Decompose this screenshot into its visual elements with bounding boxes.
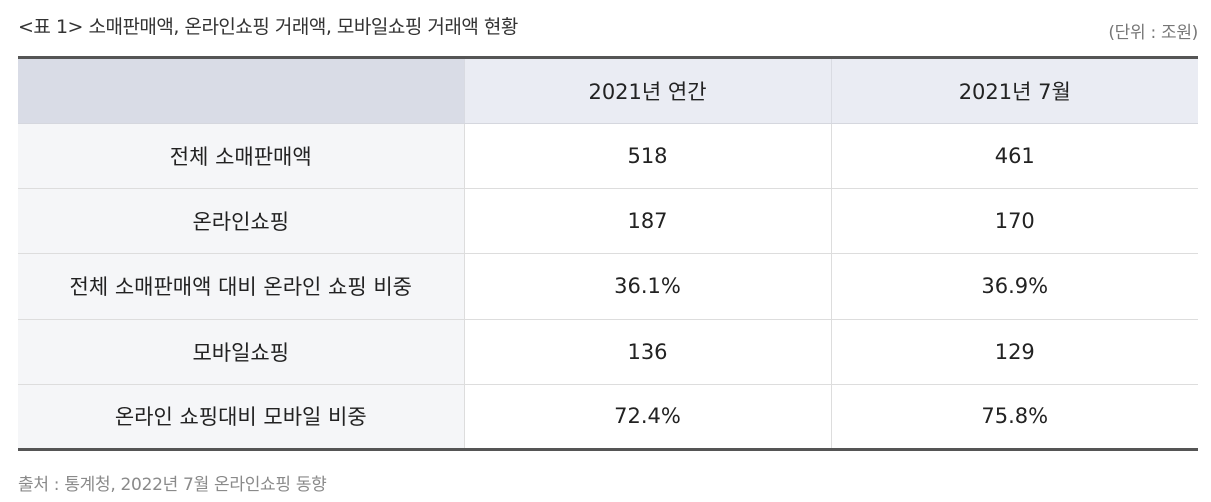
- cell-value: 461: [830, 123, 1198, 190]
- row-label: 전체 소매판매액: [18, 123, 464, 190]
- cell-value: 187: [463, 188, 831, 255]
- header-cell-empty: [18, 56, 464, 124]
- row-label: 모바일쇼핑: [18, 319, 464, 385]
- cell-value: 36.1%: [463, 253, 831, 320]
- row-label: 전체 소매판매액 대비 온라인 쇼핑 비중: [18, 253, 464, 320]
- row-label: 온라인 쇼핑대비 모바일 비중: [18, 384, 464, 451]
- cell-value: 129: [830, 319, 1198, 385]
- source-note: 출처 : 통계청, 2022년 7월 온라인쇼핑 동향: [18, 475, 327, 495]
- data-table: 2021년 연간 2021년 7월 전체 소매판매액 518 461 온라인쇼핑…: [18, 56, 1198, 451]
- table-row: 온라인 쇼핑대비 모바일 비중 72.4% 75.8%: [18, 384, 1198, 451]
- table-row: 전체 소매판매액 518 461: [18, 123, 1198, 190]
- table-row: 모바일쇼핑 136 129: [18, 319, 1198, 385]
- header-row: 2021년 연간 2021년 7월: [18, 56, 1198, 124]
- cell-value: 518: [463, 123, 831, 190]
- cell-value: 36.9%: [830, 253, 1198, 320]
- header-cell-2021-july: 2021년 7월: [830, 56, 1198, 124]
- cell-value: 72.4%: [463, 384, 831, 451]
- cell-value: 136: [463, 319, 831, 385]
- table-caption: <표 1> 소매판매액, 온라인쇼핑 거래액, 모바일쇼핑 거래액 현황: [18, 16, 518, 38]
- table-row: 온라인쇼핑 187 170: [18, 188, 1198, 255]
- row-label: 온라인쇼핑: [18, 188, 464, 255]
- cell-value: 75.8%: [830, 384, 1198, 451]
- header-cell-2021-annual: 2021년 연간: [463, 56, 831, 124]
- table-row: 전체 소매판매액 대비 온라인 쇼핑 비중 36.1% 36.9%: [18, 253, 1198, 320]
- cell-value: 170: [830, 188, 1198, 255]
- unit-label: (단위 : 조원): [1108, 23, 1198, 43]
